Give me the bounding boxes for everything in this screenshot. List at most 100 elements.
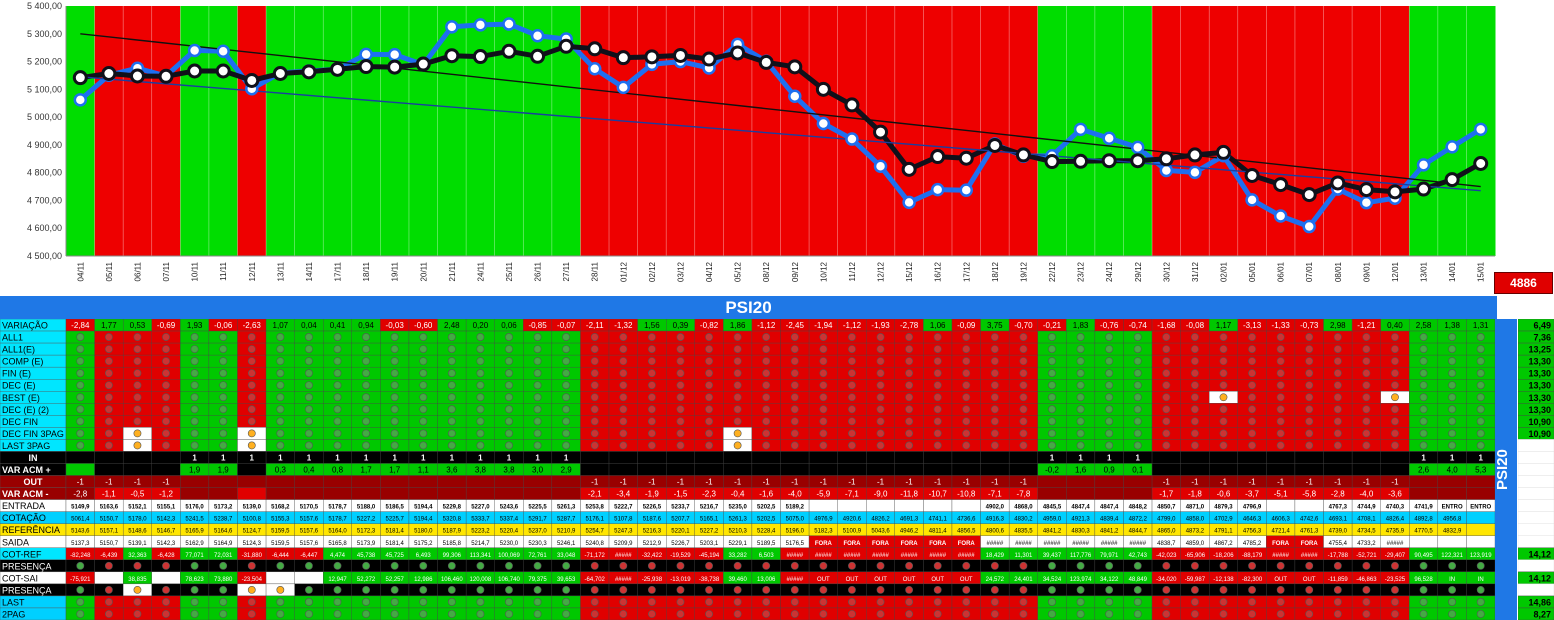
- signal-dot: [505, 345, 513, 353]
- signal-dot: [533, 441, 542, 450]
- signal-dot: [1105, 345, 1114, 353]
- data-point: [701, 51, 717, 67]
- signal-dot: [162, 333, 170, 341]
- table-cell: [1380, 451, 1410, 464]
- x-tick-label: 08/01: [1334, 261, 1343, 282]
- signal-dot: [933, 381, 942, 390]
- signal-dot: [1048, 429, 1056, 438]
- table-cell-text: #####: [958, 553, 975, 559]
- table-cell-text: -1: [1249, 478, 1257, 487]
- signal-dot: [762, 441, 771, 450]
- signal-dot: [962, 345, 971, 353]
- table-cell-text: 5230,3: [528, 541, 547, 547]
- signal-dot: [1248, 561, 1256, 570]
- table-cell-text: 5240,8: [586, 541, 605, 547]
- table-cell: [180, 475, 210, 488]
- table-cell-text: 1: [1478, 453, 1483, 462]
- table-cell-text: 4741,9: [1414, 505, 1433, 511]
- table-cell-text: 4841,2: [1043, 529, 1062, 535]
- x-tick-label: 18/12: [991, 261, 1000, 282]
- signal-dot: [305, 393, 313, 402]
- table-cell: [1294, 463, 1324, 476]
- signal-dot: [1476, 345, 1485, 353]
- signal-dot: [1419, 598, 1428, 606]
- signal-dot: [1019, 405, 1028, 414]
- data-point: [845, 132, 859, 146]
- table-cell-text: 5,3: [1475, 466, 1487, 475]
- table-cell-text: -65,906: [1185, 553, 1206, 559]
- signal-dot: [333, 598, 342, 606]
- signal-dot: [705, 369, 713, 378]
- signal-dot: [962, 333, 971, 341]
- table-cell: [1466, 487, 1495, 500]
- signal-dot: [247, 561, 256, 570]
- signal-dot: [733, 345, 742, 353]
- table-cell-text: 11,301: [1014, 553, 1033, 559]
- signal-dot: [1133, 357, 1142, 366]
- signal-dot: [219, 333, 228, 341]
- table-cell-text: 1,31: [1473, 321, 1489, 330]
- table-cell: [780, 451, 810, 464]
- signal-dot: [676, 598, 685, 606]
- signal-dot: [219, 357, 228, 366]
- x-tick-label: 24/11: [476, 261, 485, 281]
- signal-dot: [962, 405, 971, 414]
- signal-dot: [590, 393, 599, 402]
- signal-dot: [990, 381, 999, 390]
- table-cell-text: -11,859: [1328, 577, 1349, 583]
- table-cell-text: 4756,3: [1243, 529, 1262, 535]
- table-cell: [1180, 451, 1210, 464]
- table-cell-text: 4871,0: [1186, 505, 1205, 511]
- table-cell-text: -18,206: [1213, 553, 1234, 559]
- table-cell: [151, 451, 181, 464]
- x-tick-label: 24/12: [1105, 261, 1114, 282]
- table-cell-text: 12,986: [414, 577, 433, 583]
- data-point: [1158, 151, 1174, 167]
- signal-dot: [733, 585, 742, 594]
- signal-table: VARIAÇÃO -2,84 1,77 0,53 -0,69 1,93 -0,06 -2,63…: [0, 319, 1495, 620]
- signal-dot: [848, 417, 856, 426]
- table-cell-text: -5,8: [1302, 490, 1316, 499]
- signal-dot: [390, 598, 399, 606]
- table-cell-text: 0,40: [1387, 321, 1403, 330]
- signal-dot: [1191, 417, 1199, 426]
- signal-dot: [76, 417, 85, 426]
- table-cell: [580, 451, 610, 464]
- table-cell-text: -1,9: [645, 490, 659, 499]
- table-cell-text: 4767,3: [1329, 505, 1348, 511]
- table-cell-text: 4742,6: [1300, 517, 1319, 523]
- table-cell: [1151, 451, 1181, 464]
- row-label: LAST 3PAG: [2, 441, 50, 451]
- table-cell-text: 73,880: [214, 577, 233, 583]
- signal-dot: [1362, 357, 1371, 366]
- signal-dot: [848, 561, 856, 570]
- x-tick-label: 05/11: [105, 261, 114, 281]
- signal-dot: [190, 369, 199, 378]
- table-cell-text: 72,031: [214, 553, 233, 559]
- data-point: [1044, 154, 1060, 170]
- data-point: [558, 38, 574, 54]
- table-cell: [94, 571, 124, 585]
- data-point: [1102, 131, 1116, 145]
- table-cell-text: 0,04: [301, 321, 317, 330]
- signal-dot: [1191, 585, 1199, 594]
- table-cell-text: 5188,0: [357, 505, 376, 511]
- table-cell-text: 1,7: [361, 466, 373, 475]
- signal-dot: [1019, 333, 1028, 341]
- x-tick-label: 09/01: [1362, 261, 1371, 282]
- signal-dot: [905, 345, 914, 353]
- signal-dot: [1191, 333, 1199, 341]
- signal-dot: [1162, 333, 1171, 341]
- signal-dot: [476, 610, 485, 618]
- data-point: [1215, 144, 1231, 160]
- signal-dot: [1362, 333, 1371, 341]
- data-point: [501, 43, 517, 59]
- table-cell-text: 4844,7: [1129, 529, 1148, 535]
- signal-dot: [219, 598, 228, 606]
- signal-dot: [333, 393, 342, 402]
- signal-dot: [305, 405, 313, 414]
- signal-dot: [1448, 405, 1457, 414]
- table-cell-text: 42,743: [1129, 553, 1148, 559]
- signal-dot: [1276, 598, 1285, 606]
- signal-dot: [219, 561, 228, 570]
